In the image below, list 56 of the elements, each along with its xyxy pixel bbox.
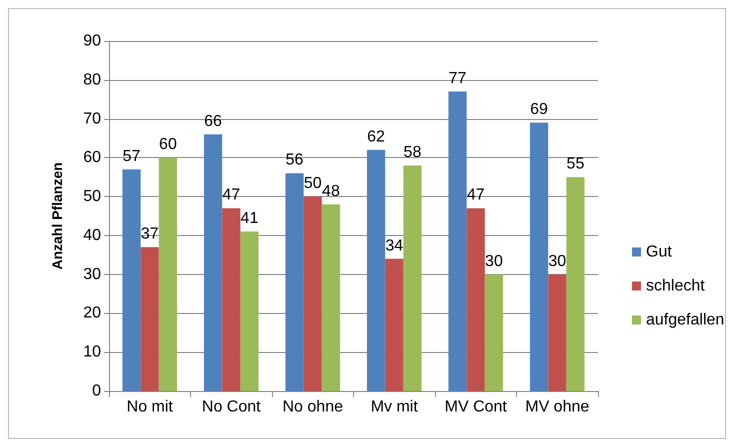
bar — [322, 204, 340, 391]
data-label: 69 — [530, 101, 548, 118]
data-label: 66 — [204, 112, 222, 130]
bar — [403, 165, 422, 391]
legend-label: aufgefallen — [646, 312, 724, 328]
x-tick-label: No ohne — [282, 398, 344, 416]
data-label: 50 — [304, 175, 322, 192]
x-tick-label: MV Cont — [444, 398, 508, 416]
bar — [530, 122, 548, 391]
bar — [548, 274, 566, 391]
data-label: 55 — [566, 156, 584, 173]
y-axis-title: Anzahl Pflanzen — [49, 162, 65, 270]
bar — [140, 247, 159, 391]
bar — [385, 258, 404, 391]
bar — [240, 232, 259, 391]
y-tick-label: 20 — [83, 304, 102, 322]
bar — [122, 169, 141, 391]
bar — [222, 208, 240, 391]
bar — [484, 274, 504, 391]
bar — [566, 177, 585, 391]
y-tick-label: 10 — [83, 344, 102, 361]
data-label: 34 — [385, 237, 404, 254]
x-tick-label: No Cont — [202, 398, 262, 416]
data-label: 47 — [466, 186, 485, 204]
bar — [285, 173, 304, 391]
bar — [204, 134, 222, 391]
bar — [366, 150, 386, 391]
y-tick-label: 80 — [83, 71, 102, 88]
y-tick-label: 30 — [83, 266, 102, 283]
x-tick-label: MV ohne — [525, 398, 590, 416]
bar — [466, 208, 485, 391]
x-tick-label: No mit — [126, 398, 174, 416]
bar — [448, 92, 467, 391]
bar — [158, 158, 178, 391]
y-tick-label: 40 — [83, 226, 102, 244]
legend-label: Gut — [646, 244, 672, 260]
data-label: 60 — [159, 136, 177, 154]
data-label: 62 — [367, 128, 386, 146]
y-tick-label: 70 — [83, 110, 102, 128]
y-tick-label: 50 — [83, 188, 102, 206]
x-tick-label: Mv mit — [370, 398, 418, 416]
data-label: 30 — [485, 252, 503, 270]
data-label: 57 — [122, 148, 141, 165]
data-label: 58 — [404, 144, 422, 161]
data-label: 41 — [240, 210, 258, 228]
y-tick-label: 90 — [83, 32, 102, 50]
data-label: 56 — [286, 152, 304, 169]
bar — [304, 196, 322, 391]
data-label: 30 — [548, 252, 566, 270]
data-label: 37 — [140, 226, 159, 243]
y-tick-label: 60 — [83, 149, 102, 166]
data-label: 47 — [222, 186, 240, 204]
y-tick-label: 0 — [92, 382, 102, 400]
data-label: 77 — [448, 70, 467, 88]
data-label: 48 — [322, 182, 340, 200]
legend-label: schlecht — [646, 278, 706, 294]
